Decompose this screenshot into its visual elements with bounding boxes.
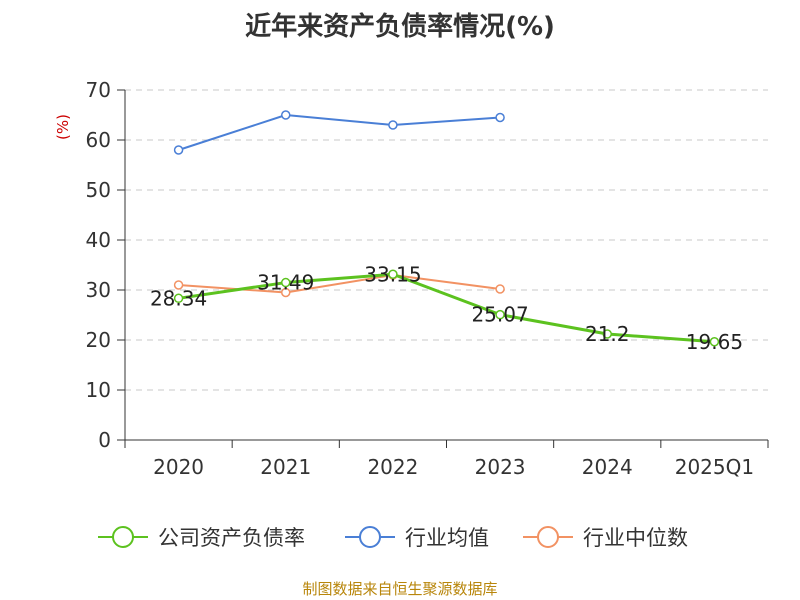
data-point [281,110,291,120]
data-labels: 28.34 31.49 33.15 25.07 21.2 19.65 [150,262,743,354]
data-point [281,287,291,298]
data-point [281,277,291,288]
data-point [709,337,720,347]
gridlines [125,89,768,391]
data-point [388,120,398,130]
y-tick-label: 10 [86,378,111,402]
x-tick-label: 2023 [475,455,526,479]
source-note: 制图数据来自恒生聚源数据库 [302,580,498,598]
legend-item: 行业中位数 [523,526,688,550]
y-axis-ticks: 0 10 20 30 40 50 60 70 [86,78,125,452]
x-tick-label: 2020 [153,455,204,479]
x-axis-ticks: 2020 2021 2022 2023 2024 2025Q1 [124,440,769,479]
legend-marker [537,526,559,548]
x-tick-label: 2021 [260,455,311,479]
data-label: 25.07 [471,303,528,327]
data-label: 31.49 [257,271,314,295]
data-point [173,145,184,155]
x-tick-label: 2022 [367,455,418,479]
y-tick-label: 50 [86,178,111,202]
y-tick-label: 0 [98,428,111,452]
y-tick-label: 60 [86,128,111,152]
data-label: 33.15 [364,262,421,286]
data-point [173,280,184,290]
data-point [173,293,184,304]
series-line [178,114,501,151]
series-line [178,272,715,344]
legend-label: 公司资产负债率 [158,526,305,550]
legend-label: 行业均值 [405,526,489,550]
y-axis-label: (%) [54,114,72,140]
legend-marker [359,526,381,548]
y-tick-label: 20 [86,328,111,352]
legend-item: 公司资产负债率 [98,526,305,550]
series-line [178,274,501,294]
data-point [388,269,398,279]
series-lines [173,110,720,347]
data-point [495,309,505,320]
y-tick-label: 40 [86,228,111,252]
legend-item: 行业均值 [345,526,489,550]
axes [124,90,768,441]
y-tick-label: 30 [86,278,111,302]
data-label: 19.65 [686,330,743,354]
data-point [495,284,505,294]
chart-title: 近年来资产负债率情况(%) [245,12,555,42]
legend-marker [112,526,134,548]
data-label: 28.34 [150,286,207,310]
legend-label: 行业中位数 [583,526,688,550]
x-tick-label: 2024 [582,455,633,479]
data-point [495,112,505,123]
legend: 公司资产负债率 行业均值 行业中位数 [98,526,688,550]
y-tick-label: 70 [86,78,111,102]
data-label: 21.2 [585,322,630,346]
x-tick-label: 2025Q1 [675,455,754,479]
data-point [602,329,612,339]
